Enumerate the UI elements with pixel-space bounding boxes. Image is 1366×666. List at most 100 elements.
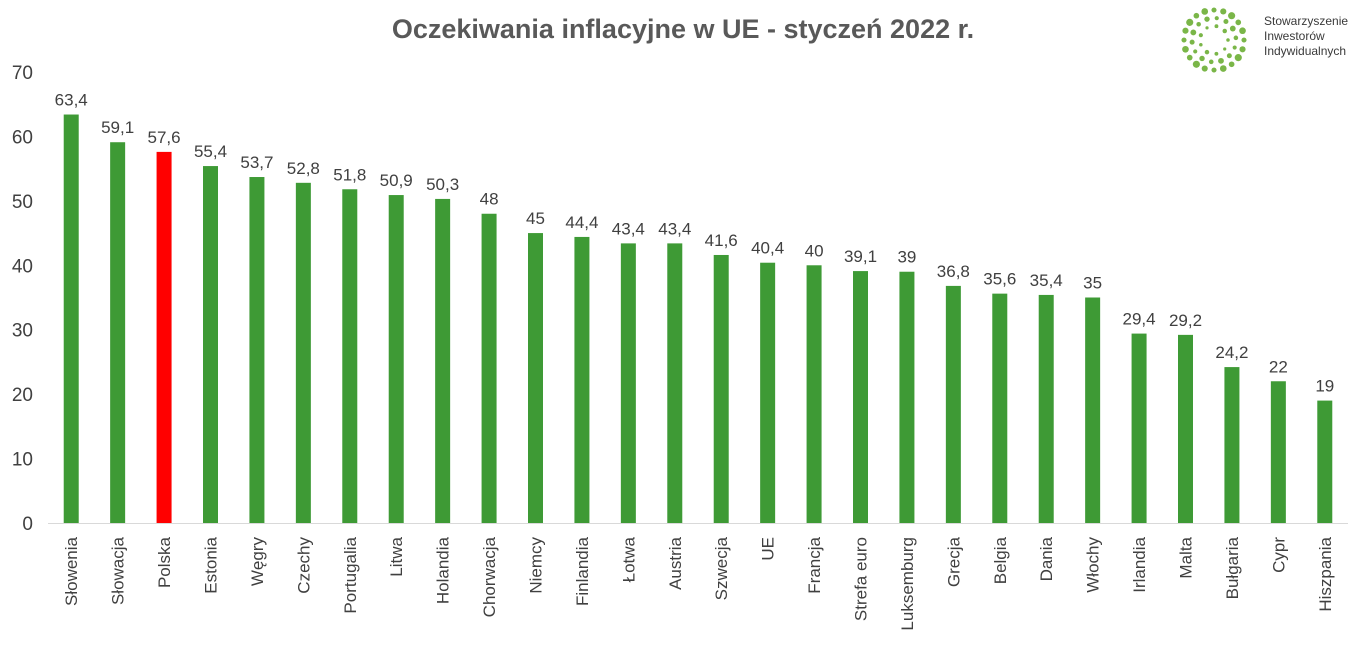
logo-dot xyxy=(1223,19,1229,25)
logo-dot xyxy=(1208,59,1214,65)
logo-dot xyxy=(1219,65,1227,72)
y-tick-label: 70 xyxy=(12,63,33,84)
bar xyxy=(620,243,636,523)
category-label: Bułgaria xyxy=(1223,536,1242,599)
chart-title: Oczekiwania inflacyjne w UE - styczeń 20… xyxy=(391,14,975,44)
bar xyxy=(1270,381,1286,523)
category-label: Luksemburg xyxy=(898,537,917,631)
data-label: 63,4 xyxy=(55,91,88,110)
bar xyxy=(249,177,265,524)
data-label: 40,4 xyxy=(751,239,784,258)
logo-dot xyxy=(1229,25,1236,32)
logo-dot xyxy=(1199,43,1203,47)
logo-dot xyxy=(1198,33,1203,38)
logo-dot xyxy=(1181,37,1187,43)
data-label: 57,6 xyxy=(148,128,181,147)
data-label: 43,4 xyxy=(658,219,691,238)
bar xyxy=(295,182,311,523)
data-label: 41,6 xyxy=(705,231,738,250)
logo: Stowarzyszenie Inwestorów Indywidualnych xyxy=(1176,4,1356,76)
data-label: 53,7 xyxy=(240,153,273,172)
category-label: Hiszpania xyxy=(1316,536,1335,611)
logo-dot xyxy=(1228,61,1235,68)
category-label: Łotwa xyxy=(619,536,638,582)
bar xyxy=(203,166,218,523)
logo-dot xyxy=(1201,8,1209,15)
logo-dot xyxy=(1182,45,1189,53)
category-label: Grecja xyxy=(944,536,963,587)
logo-dot xyxy=(1211,67,1217,73)
logo-line: Inwestorów xyxy=(1264,29,1325,43)
category-label: Austria xyxy=(666,536,685,589)
category-label: Czechy xyxy=(294,537,313,594)
bar xyxy=(574,236,590,524)
category-label: UE xyxy=(759,537,778,561)
bar xyxy=(388,195,404,523)
logo-dot xyxy=(1214,16,1219,21)
category-label: Niemcy xyxy=(527,537,546,594)
bar xyxy=(713,254,729,523)
y-tick-label: 20 xyxy=(12,385,33,406)
bar xyxy=(1131,333,1147,523)
data-label: 44,4 xyxy=(565,213,598,232)
logo-dot xyxy=(1193,49,1198,54)
logo-dot xyxy=(1196,21,1201,27)
data-label: 39,1 xyxy=(844,247,877,266)
logo-dot xyxy=(1235,19,1242,26)
logo-dot xyxy=(1192,60,1200,68)
logo-dot xyxy=(1211,7,1217,13)
logo-dot xyxy=(1199,55,1205,62)
bar xyxy=(760,262,776,523)
logo-dot xyxy=(1201,65,1208,72)
bar xyxy=(528,233,543,524)
logo-dot xyxy=(1182,27,1189,34)
category-label: Belgia xyxy=(991,536,1010,584)
data-label: 40 xyxy=(805,241,824,260)
category-label: Węgry xyxy=(248,537,267,587)
logo-dot xyxy=(1220,8,1227,15)
logo-dot xyxy=(1189,39,1195,45)
bar xyxy=(1178,334,1193,523)
data-label: 55,4 xyxy=(194,142,227,161)
category-label: Włochy xyxy=(1084,537,1103,593)
category-label: Finlandia xyxy=(573,536,592,606)
category-label: Estonia xyxy=(202,536,221,593)
category-label: Irlandia xyxy=(1130,536,1149,592)
bar xyxy=(853,271,868,523)
bar xyxy=(342,189,358,523)
category-label: Polska xyxy=(155,536,174,588)
logo-dot xyxy=(1226,53,1232,59)
y-tick-label: 30 xyxy=(12,321,33,342)
bar xyxy=(63,114,79,523)
data-label: 43,4 xyxy=(612,219,645,238)
logo-line: Indywidualnych xyxy=(1264,44,1347,58)
logo-dot xyxy=(1214,24,1219,29)
data-label: 52,8 xyxy=(287,159,320,178)
logo-dot xyxy=(1226,38,1230,42)
logo-dot xyxy=(1204,16,1210,22)
category-label: Portugalia xyxy=(341,536,360,613)
bar xyxy=(481,213,497,523)
bar xyxy=(435,198,451,523)
category-label: Słowacja xyxy=(109,536,128,605)
logo-dot xyxy=(1205,26,1209,30)
category-label: Litwa xyxy=(387,536,406,576)
logo-dot xyxy=(1239,27,1246,35)
data-label: 35,6 xyxy=(983,270,1016,289)
circle-of-dots-icon xyxy=(1181,7,1247,73)
category-label: Szwecja xyxy=(712,536,731,600)
bar xyxy=(667,243,683,523)
y-tick-label: 40 xyxy=(12,256,33,277)
data-label: 59,1 xyxy=(101,118,134,137)
logo-dot xyxy=(1234,54,1242,62)
bar xyxy=(1038,294,1054,523)
category-label: Holandia xyxy=(434,536,453,604)
y-tick-label: 10 xyxy=(12,450,33,471)
bar xyxy=(1224,367,1240,523)
logo-dot xyxy=(1228,12,1236,20)
data-label: 39 xyxy=(897,248,916,267)
bar xyxy=(945,285,961,523)
bar xyxy=(156,151,172,524)
logo-dot xyxy=(1190,29,1197,36)
bar xyxy=(992,293,1008,523)
